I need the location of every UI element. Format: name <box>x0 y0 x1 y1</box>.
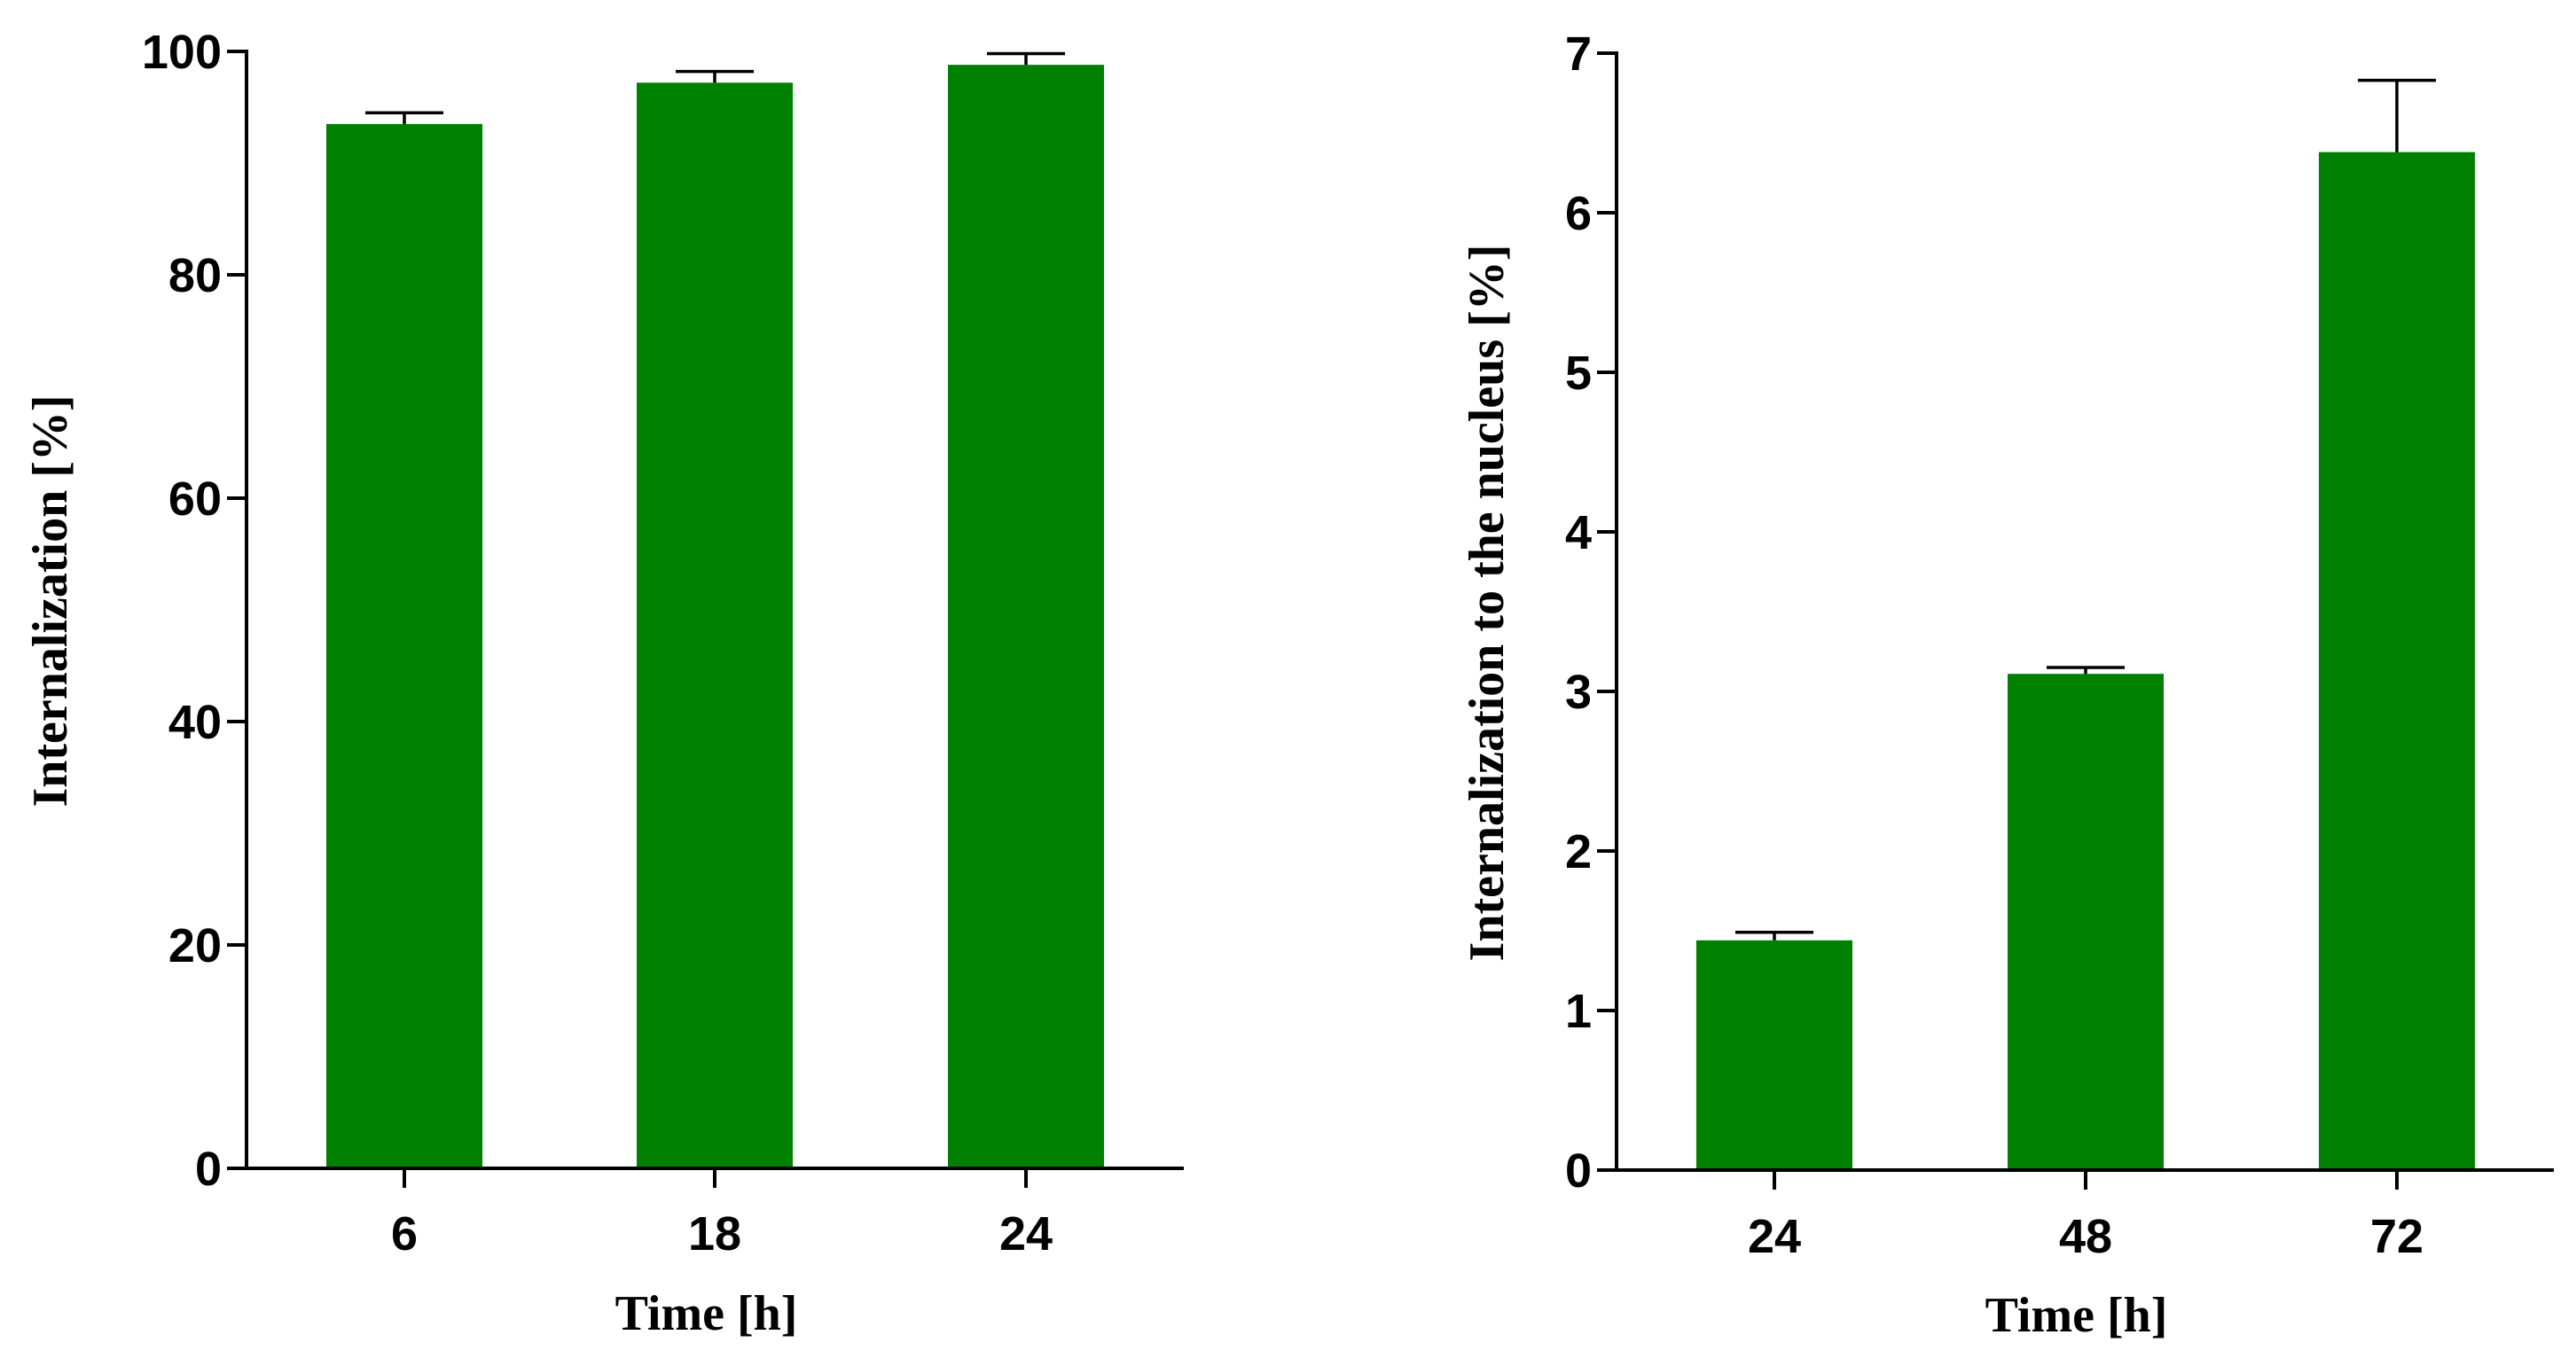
y-tick-label: 60 <box>168 472 222 526</box>
y-tick-label: 5 <box>1565 347 1592 400</box>
bar-72 <box>2319 152 2475 1171</box>
bar-6 <box>326 123 482 1168</box>
x-axis-title: Time [h] <box>615 1286 798 1341</box>
y-tick-label: 4 <box>1565 506 1592 559</box>
y-tick-label: 2 <box>1565 825 1592 878</box>
x-tick-label: 6 <box>391 1207 418 1261</box>
y-axis-title: Internalization to the nucleus [%] <box>1460 245 1515 962</box>
x-tick-label: 24 <box>999 1207 1053 1261</box>
x-tick-label: 72 <box>2370 1210 2423 1263</box>
y-tick-label: 40 <box>168 696 222 749</box>
x-tick-label: 48 <box>2059 1210 2112 1263</box>
error-bar-48 <box>2047 666 2125 675</box>
chart-right-nucleus-internalization: 0 1 2 3 4 5 6 7 24 48 72 Time [h] Internalization to… <box>1460 27 2554 1343</box>
y-tick-label: 80 <box>168 249 222 302</box>
bar-24 <box>1696 940 1852 1170</box>
y-axis-title: Internalization [%] <box>23 394 78 807</box>
y-tick-label: 100 <box>142 26 222 79</box>
x-axis-title: Time [h] <box>1985 1288 2168 1343</box>
y-tick-label: 3 <box>1565 666 1592 719</box>
error-bar-18 <box>676 69 754 83</box>
x-tick-label: 24 <box>1748 1210 1801 1263</box>
bar-18 <box>637 82 793 1168</box>
y-tick-label: 6 <box>1565 187 1592 240</box>
bar-48 <box>2008 674 2164 1170</box>
y-tick-label: 0 <box>1565 1144 1592 1198</box>
x-tick-label: 18 <box>688 1207 741 1261</box>
error-bar-6 <box>365 111 443 124</box>
y-tick-label: 0 <box>195 1143 222 1196</box>
y-tick-label: 20 <box>168 919 222 972</box>
y-tick-label: 7 <box>1565 27 1592 81</box>
chart-left-internalization: 0 20 40 60 80 100 6 18 24 Time [h] Internalization… <box>23 26 1184 1341</box>
bar-24 <box>948 65 1104 1169</box>
error-bar-24 <box>1735 931 1813 941</box>
y-tick-label: 1 <box>1565 985 1592 1038</box>
error-bar-72 <box>2358 78 2436 152</box>
error-bar-24 <box>987 51 1065 66</box>
